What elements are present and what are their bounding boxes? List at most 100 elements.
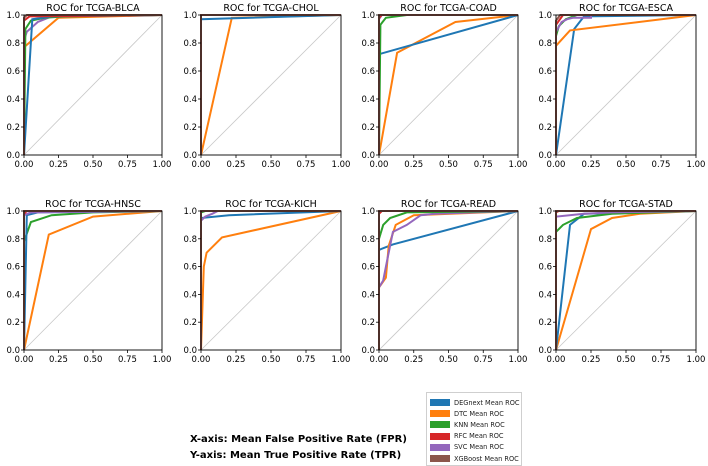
- y-tick-label: 0.4: [183, 95, 197, 105]
- x-tick-label: 0.00: [370, 355, 389, 365]
- legend: DEGnext Mean ROC DTC Mean ROC KNN Mean ROC…: [426, 392, 522, 466]
- chart-roc-for-tcga-blca: ROC for TCGA-BLCA 0.00 0.25 0.50 0.75 1.00 0.0…: [6, 3, 171, 170]
- y-tick-label: 0.0: [183, 151, 197, 161]
- x-tick-label: 0.75: [118, 355, 137, 365]
- legend-label: DEGnext Mean ROC: [454, 398, 520, 407]
- x-tick-label: 1.00: [332, 160, 351, 170]
- legend-item-degnext: DEGnext Mean ROC: [430, 397, 520, 408]
- y-tick-label: 0.2: [361, 318, 375, 328]
- chart-title: ROC for TCGA-KICH: [225, 199, 317, 210]
- legend-item-knn: KNN Mean ROC: [430, 419, 505, 430]
- y-tick-label: 0.8: [183, 235, 197, 245]
- x-tick-label: 0.25: [49, 160, 68, 170]
- x-tick-label: 0.50: [84, 160, 103, 170]
- y-tick-label: 0.4: [183, 290, 197, 300]
- x-tick-label: 0.75: [118, 160, 137, 170]
- y-tick-label: 1.0: [6, 207, 20, 217]
- y-tick-label: 0.0: [6, 151, 20, 161]
- x-tick-label: 0.00: [15, 355, 34, 365]
- chart-roc-for-tcga-hnsc: ROC for TCGA-HNSC 0.00 0.25 0.50 0.75 1.00 0.0…: [6, 199, 171, 365]
- x-tick-label: 0.50: [262, 160, 281, 170]
- y-axis-note: Y-axis: Mean True Positive Rate (TPR): [190, 450, 402, 461]
- x-tick-label: 0.25: [404, 355, 423, 365]
- y-tick-label: 0.0: [538, 346, 552, 356]
- y-tick-label: 0.0: [361, 346, 375, 356]
- y-tick-label: 0.6: [183, 263, 197, 273]
- series-svc-line: [378, 210, 519, 350]
- y-tick-label: 0.6: [538, 67, 552, 77]
- legend-label: KNN Mean ROC: [454, 420, 505, 429]
- y-tick-label: 0.6: [538, 263, 552, 273]
- x-tick-label: 0.25: [227, 160, 246, 170]
- y-tick-label: 0.4: [538, 290, 552, 300]
- x-tick-label: 0.25: [49, 355, 68, 365]
- x-tick-label: 0.25: [404, 160, 423, 170]
- x-tick-label: 0.00: [192, 355, 211, 365]
- x-tick-label: 0.00: [547, 355, 566, 365]
- y-tick-label: 0.8: [361, 39, 375, 49]
- diagonal-reference-line: [23, 210, 163, 351]
- x-tick-label: 1.00: [153, 355, 172, 365]
- y-tick-label: 0.2: [538, 123, 552, 133]
- series-dtc-line: [378, 14, 519, 156]
- y-tick-label: 0.0: [361, 151, 375, 161]
- chart-title: ROC for TCGA-ESCA: [579, 3, 673, 14]
- diagonal-reference-line: [378, 210, 519, 351]
- legend-item-rfc: RFC Mean ROC: [430, 431, 504, 442]
- legend-item-dtc: DTC Mean ROC: [430, 408, 504, 419]
- y-tick-label: 1.0: [183, 207, 197, 217]
- legend-swatch: [430, 410, 450, 418]
- y-tick-label: 0.2: [6, 123, 20, 133]
- legend-swatch: [430, 421, 450, 429]
- y-tick-label: 0.6: [6, 263, 20, 273]
- x-tick-label: 0.50: [617, 355, 636, 365]
- x-tick-label: 1.00: [687, 355, 706, 365]
- y-tick-label: 0.6: [361, 263, 375, 273]
- chart-roc-for-tcga-chol: ROC for TCGA-CHOL 0.00 0.25 0.50 0.75 1.00 0.0…: [183, 3, 350, 170]
- diagonal-reference-line: [555, 14, 697, 156]
- x-tick-label: 0.00: [15, 160, 34, 170]
- y-tick-label: 1.0: [361, 11, 375, 21]
- y-tick-label: 1.0: [183, 11, 197, 21]
- x-tick-label: 0.50: [439, 160, 458, 170]
- x-tick-label: 0.75: [297, 160, 316, 170]
- y-tick-label: 0.4: [361, 290, 375, 300]
- y-tick-label: 0.0: [183, 346, 197, 356]
- y-tick-label: 0.8: [183, 39, 197, 49]
- chart-title: ROC for TCGA-READ: [401, 199, 496, 210]
- y-tick-label: 0.6: [6, 67, 20, 77]
- y-tick-label: 1.0: [361, 207, 375, 217]
- y-tick-label: 0.4: [538, 95, 552, 105]
- y-tick-label: 0.8: [6, 39, 20, 49]
- y-tick-label: 0.2: [183, 123, 197, 133]
- y-tick-label: 1.0: [538, 11, 552, 21]
- legend-swatch: [430, 443, 450, 451]
- y-tick-label: 0.2: [183, 318, 197, 328]
- x-tick-label: 1.00: [687, 160, 706, 170]
- y-tick-label: 0.2: [361, 123, 375, 133]
- y-tick-label: 0.4: [361, 95, 375, 105]
- diagonal-reference-line: [23, 14, 163, 156]
- diagonal-reference-line: [378, 14, 519, 156]
- x-tick-label: 1.00: [332, 355, 351, 365]
- legend-swatch: [430, 399, 450, 406]
- y-tick-label: 0.0: [538, 151, 552, 161]
- chart-roc-for-tcga-coad: ROC for TCGA-COAD 0.00 0.25 0.50 0.75 1.00 0.0…: [361, 3, 527, 170]
- x-tick-label: 0.25: [582, 355, 601, 365]
- y-tick-label: 0.6: [183, 67, 197, 77]
- roc-figure: ROC for TCGA-BLCA 0.00 0.25 0.50 0.75 1.00 0.0…: [6, 3, 706, 365]
- legend-label: XGBoost Mean ROC: [454, 454, 519, 463]
- y-tick-label: 0.2: [538, 318, 552, 328]
- y-tick-label: 0.8: [6, 235, 20, 245]
- y-tick-label: 0.8: [538, 39, 552, 49]
- chart-roc-for-tcga-read: ROC for TCGA-READ 0.00 0.25 0.50 0.75 1.00 0.0…: [361, 199, 527, 365]
- chart-title: ROC for TCGA-STAD: [579, 199, 673, 210]
- diagonal-reference-line: [200, 14, 342, 156]
- y-tick-label: 0.2: [6, 318, 20, 328]
- x-tick-label: 0.50: [439, 355, 458, 365]
- x-tick-label: 0.25: [227, 355, 246, 365]
- legend-label: RFC Mean ROC: [454, 432, 504, 441]
- chart-title: ROC for TCGA-HNSC: [45, 199, 141, 210]
- x-tick-label: 1.00: [153, 160, 172, 170]
- y-tick-label: 0.6: [361, 67, 375, 77]
